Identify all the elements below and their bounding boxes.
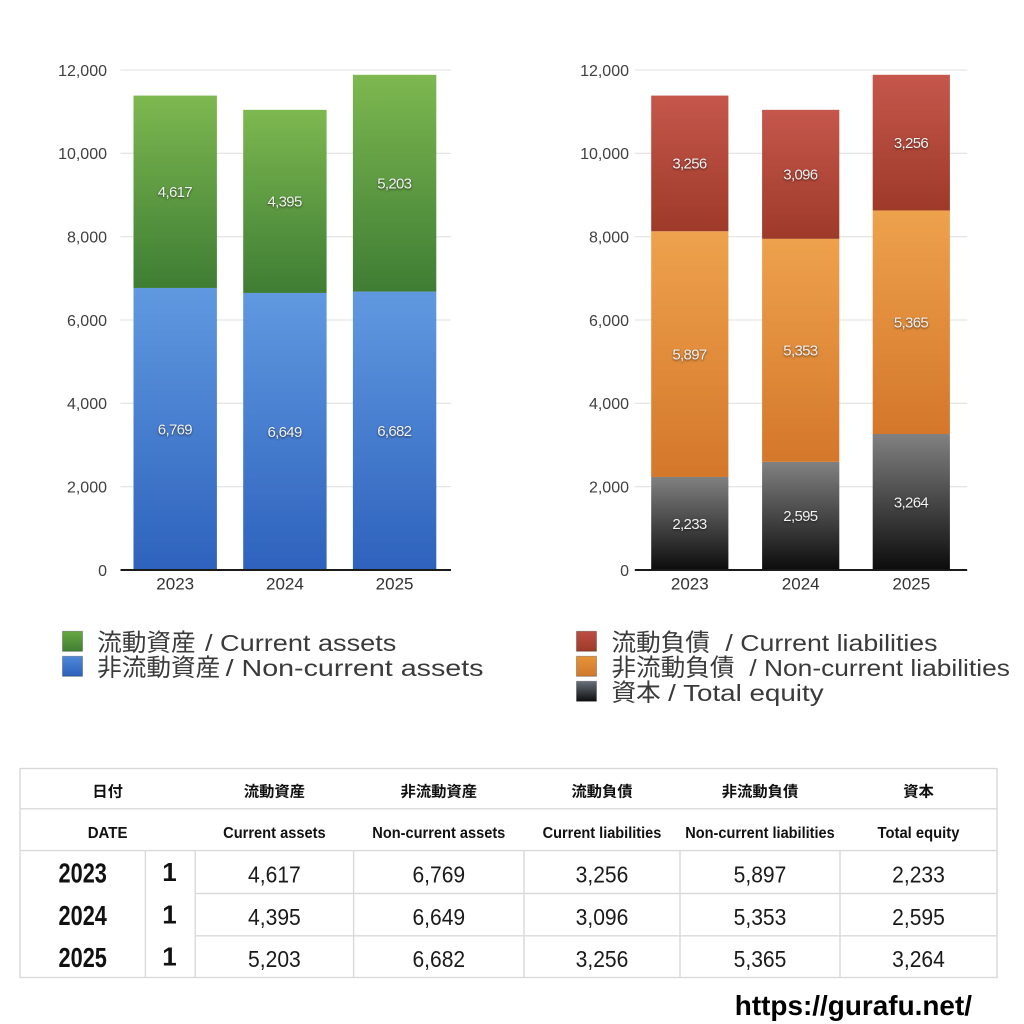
svg-text:6,769: 6,769 [412, 861, 465, 887]
svg-text:2023: 2023 [671, 575, 709, 594]
svg-text:4,395: 4,395 [248, 904, 301, 930]
svg-text:4,000: 4,000 [589, 396, 629, 413]
svg-text:4,395: 4,395 [268, 194, 303, 211]
svg-text:5,353: 5,353 [734, 904, 787, 930]
svg-text:4,000: 4,000 [67, 396, 107, 413]
svg-text:Current liabilities: Current liabilities [543, 825, 662, 842]
svg-text:6,000: 6,000 [589, 313, 629, 330]
svg-text:6,649: 6,649 [268, 424, 303, 441]
svg-text:5,353: 5,353 [783, 343, 818, 360]
svg-text:5,897: 5,897 [734, 861, 787, 887]
svg-text:3,256: 3,256 [576, 861, 629, 887]
svg-text:5,365: 5,365 [894, 315, 929, 332]
svg-text:2025: 2025 [376, 575, 414, 594]
svg-text:1: 1 [162, 857, 176, 887]
svg-text:3,256: 3,256 [672, 156, 707, 173]
svg-text:/ Non-current liabilities: / Non-current liabilities [749, 655, 1010, 681]
svg-text:0: 0 [620, 563, 629, 580]
svg-text:3,096: 3,096 [576, 904, 629, 930]
svg-text:1: 1 [162, 941, 176, 971]
svg-text:2,233: 2,233 [892, 861, 945, 887]
svg-text:5,203: 5,203 [377, 175, 412, 192]
svg-text:Non-current assets: Non-current assets [372, 825, 505, 842]
svg-text:Non-current liabilities: Non-current liabilities [685, 825, 834, 842]
svg-text:3,096: 3,096 [783, 167, 818, 184]
svg-text:2024: 2024 [266, 575, 304, 594]
svg-text:2,000: 2,000 [67, 480, 107, 497]
svg-text:/ Current liabilities: / Current liabilities [725, 630, 937, 656]
svg-text:2025: 2025 [892, 575, 930, 594]
svg-text:10,000: 10,000 [580, 146, 629, 163]
svg-text:2,595: 2,595 [783, 508, 818, 525]
svg-text:5,203: 5,203 [248, 946, 301, 972]
svg-text:/ Non-current assets: / Non-current assets [226, 655, 484, 681]
svg-text:5,365: 5,365 [734, 946, 787, 972]
svg-text:3,256: 3,256 [894, 135, 929, 152]
svg-text:4,617: 4,617 [248, 861, 301, 887]
svg-text:2,595: 2,595 [892, 904, 945, 930]
svg-text:2,233: 2,233 [672, 516, 707, 533]
svg-text:/ Current assets: / Current assets [205, 630, 396, 656]
svg-text:0: 0 [98, 563, 107, 580]
svg-text:4,617: 4,617 [158, 184, 193, 201]
svg-text:6,769: 6,769 [158, 421, 193, 438]
svg-text:6,682: 6,682 [412, 946, 465, 972]
svg-text:3,264: 3,264 [892, 946, 945, 972]
svg-text:12,000: 12,000 [580, 63, 629, 80]
svg-text:8,000: 8,000 [67, 230, 107, 247]
svg-text:5,897: 5,897 [672, 346, 707, 363]
svg-text:/ Total equity: / Total equity [668, 680, 824, 706]
svg-text:8,000: 8,000 [589, 230, 629, 247]
svg-text:https://gurafu.net/: https://gurafu.net/ [735, 990, 972, 1021]
svg-text:2,000: 2,000 [589, 480, 629, 497]
svg-text:6,000: 6,000 [67, 313, 107, 330]
svg-text:2023: 2023 [59, 857, 107, 888]
svg-text:3,264: 3,264 [894, 494, 929, 511]
svg-text:2024: 2024 [59, 900, 108, 931]
svg-text:10,000: 10,000 [58, 146, 107, 163]
svg-text:2023: 2023 [156, 575, 194, 594]
svg-text:2024: 2024 [782, 575, 820, 594]
svg-text:3,256: 3,256 [576, 946, 629, 972]
svg-text:12,000: 12,000 [58, 63, 107, 80]
svg-text:DATE: DATE [88, 825, 128, 842]
svg-text:1: 1 [162, 899, 176, 929]
svg-text:Current assets: Current assets [223, 825, 326, 842]
svg-text:Total equity: Total equity [878, 825, 960, 842]
svg-text:6,649: 6,649 [412, 904, 465, 930]
svg-text:6,682: 6,682 [377, 423, 412, 440]
svg-text:2025: 2025 [59, 942, 107, 973]
